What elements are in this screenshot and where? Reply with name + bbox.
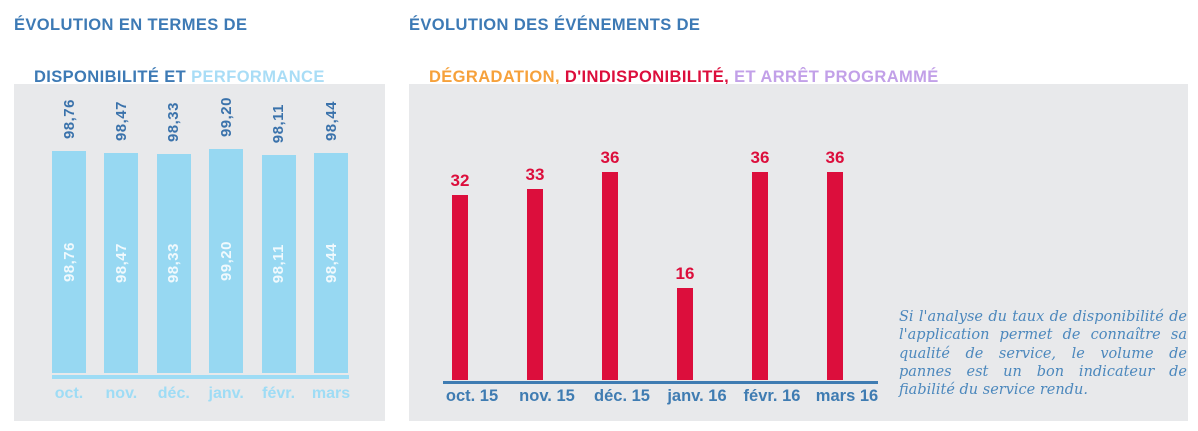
x-label-févr. 16-text: févr. 16	[743, 387, 801, 405]
bar-value-févr. 16-text: 36	[750, 147, 770, 167]
x-label-janv. 16: janv. 16	[657, 387, 737, 406]
bar-value-above-mars: 98,44	[314, 101, 348, 146]
title-line1: ÉVOLUTION DES ÉVÉNEMENTS DE	[409, 16, 701, 34]
bar-value-above-févr.-text: 98,11	[270, 103, 288, 143]
x-label-déc. 15: déc. 15	[582, 387, 662, 406]
bar-févr.	[261, 155, 296, 373]
bar-value-above-nov.: 98,47	[104, 101, 138, 146]
bar-value-above-nov.-text: 98,47	[112, 100, 130, 142]
x-label-mars: mars	[305, 385, 357, 403]
bar-mars	[314, 153, 348, 373]
bar-value-inside-oct.-text: 98,76	[60, 242, 78, 283]
x-label-nov. 15-text: nov. 15	[519, 387, 575, 405]
x-label-mars-text: mars	[311, 385, 351, 402]
x-label-oct.: oct.	[43, 385, 95, 403]
bar-oct. 15	[452, 195, 468, 380]
bar-value-inside-janv.: 99,20	[209, 149, 243, 373]
events-x-axis-line	[443, 381, 878, 384]
x-label-janv.: janv.	[200, 385, 252, 403]
bar-value-above-oct.-text: 98,76	[60, 99, 78, 140]
bar-nov.	[104, 153, 139, 373]
bar-value-oct. 15: 32	[435, 171, 485, 191]
bar-nov. 15	[527, 189, 543, 380]
bar-value-janv. 16-text: 16	[675, 263, 695, 283]
bar-value-above-janv.: 99,20	[209, 97, 243, 142]
bar-value-déc. 15: 36	[585, 148, 635, 168]
x-label-déc. 15-text: déc. 15	[594, 387, 650, 405]
x-label-mars 16: mars 16	[807, 387, 887, 406]
title-line2-main: DISPONIBILITÉ ET	[33, 68, 192, 86]
bar-value-inside-déc.-text: 98,33	[165, 243, 183, 284]
bar-value-inside-févr.: 98,11	[262, 155, 296, 373]
bar-value-above-janv.-text: 99,20	[217, 96, 235, 137]
title-arret-segment: ET ARRÊT PROGRAMMÉ	[734, 68, 939, 86]
availability-chart-panel: 98,76 98,76 oct. 98,47 98,47 nov. 98,33 98,33 dé…	[14, 84, 385, 421]
bar-value-mars 16-text: 36	[825, 147, 845, 167]
bar-mars 16	[827, 171, 843, 380]
bar-value-above-déc.: 98,33	[157, 102, 191, 147]
x-label-mars 16-text: mars 16	[815, 387, 879, 405]
bar-value-déc. 15-text: 36	[600, 147, 620, 167]
bar-value-mars 16: 36	[810, 148, 860, 168]
bar-value-inside-févr.-text: 98,11	[270, 244, 288, 284]
x-label-nov.-text: nov.	[105, 385, 138, 402]
bar-value-nov. 15: 33	[510, 165, 560, 185]
bar-value-oct. 15-text: 32	[450, 171, 470, 191]
bar-value-inside-oct.: 98,76	[52, 151, 86, 373]
x-label-déc.: déc.	[148, 385, 200, 403]
availability-x-axis-line	[52, 375, 349, 379]
x-label-oct.-text: oct.	[54, 385, 84, 402]
x-label-janv.-text: janv.	[208, 385, 244, 402]
bar-value-janv. 16: 16	[660, 264, 710, 284]
x-label-oct. 15: oct. 15	[432, 387, 512, 406]
events-chart-title: ÉVOLUTION DES ÉVÉNEMENTS DE DÉGRADATION,…	[409, 12, 939, 90]
title-line1: ÉVOLUTION EN TERMES DE	[14, 16, 248, 34]
annotation-text: Si l'analyse du taux de disponibilité de…	[899, 309, 1187, 399]
x-label-nov.: nov.	[95, 385, 147, 403]
availability-chart-title: ÉVOLUTION EN TERMES DE DISPONIBILITÉ ET …	[14, 12, 325, 90]
bar-value-inside-mars-text: 98,44	[322, 243, 340, 284]
bar-janv. 16	[677, 287, 693, 380]
bar-value-above-déc.-text: 98,33	[165, 101, 183, 142]
bar-value-févr. 16: 36	[735, 148, 785, 168]
x-label-janv. 16-text: janv. 16	[667, 387, 727, 405]
x-label-nov. 15: nov. 15	[507, 387, 587, 406]
bar-value-inside-déc.: 98,33	[157, 154, 191, 373]
title-degradation-segment: DÉGRADATION,	[428, 68, 565, 86]
x-label-févr. 16: févr. 16	[732, 387, 812, 406]
bar-janv.	[209, 149, 244, 373]
x-label-déc.-text: déc.	[157, 385, 190, 402]
bar-value-inside-janv.-text: 99,20	[217, 240, 235, 282]
x-label-oct. 15-text: oct. 15	[445, 387, 499, 405]
bar-févr. 16	[752, 171, 768, 380]
events-chart-panel: 32 oct. 15 33 nov. 15 36 déc. 15 16 janv. 16 36 f…	[409, 84, 1188, 421]
bar-value-above-oct.: 98,76	[52, 99, 86, 144]
bar-oct.	[52, 151, 86, 373]
bar-value-nov. 15-text: 33	[525, 165, 545, 185]
bar-value-above-févr.: 98,11	[262, 104, 296, 148]
x-label-févr.: févr.	[253, 385, 305, 403]
bar-value-inside-nov.-text: 98,47	[112, 242, 130, 284]
bar-value-above-mars-text: 98,44	[322, 101, 340, 142]
x-label-févr.-text: févr.	[262, 385, 296, 402]
title-indisponibilite-segment: D'INDISPONIBILITÉ,	[564, 68, 735, 86]
bar-value-inside-nov.: 98,47	[104, 153, 138, 373]
bar-value-inside-mars: 98,44	[314, 153, 348, 373]
title-performance-accent: PERFORMANCE	[191, 68, 325, 86]
bar-déc.	[156, 153, 191, 373]
bar-déc. 15	[602, 171, 618, 380]
